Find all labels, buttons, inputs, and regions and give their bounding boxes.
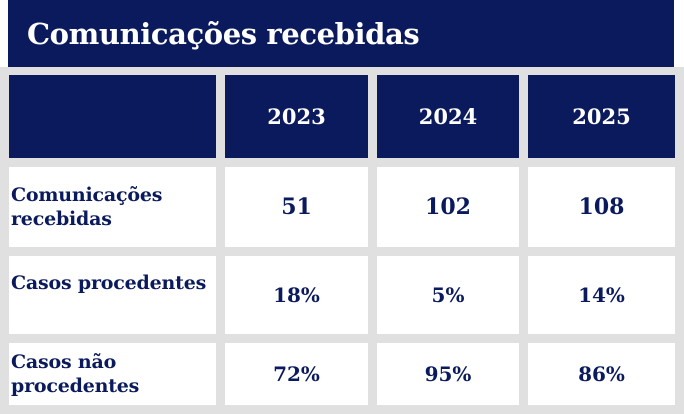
table-cell: 14% [528,256,675,334]
row-label-text: Comunicações recebidas [11,184,163,230]
row-label-text: Casos procedentes [11,272,207,294]
title-bar: Comunicações recebidas [8,0,674,67]
page-title: Comunicações recebidas [27,17,420,51]
table-cell: 108 [528,167,675,247]
row-label-procedentes: Casos procedentes [9,256,216,334]
column-header-2024: 2024 [377,75,519,158]
table-cell: 102 [377,167,519,247]
table-cell: 5% [377,256,519,334]
row-label-comunicacoes: Comunicações recebidas [9,167,216,247]
table-header-corner [9,75,216,158]
row-label-text: Casos não procedentes [11,351,140,397]
row-label-nao-procedentes: Casos não procedentes [9,343,216,405]
table-cell: 95% [377,343,519,405]
table-cell: 51 [225,167,368,247]
table-cell: 18% [225,256,368,334]
data-table: 2023 2024 2025 Comunicações recebidas 51… [0,67,684,414]
table-cell: 86% [528,343,675,405]
table-cell: 72% [225,343,368,405]
column-header-2025: 2025 [528,75,675,158]
column-header-2023: 2023 [225,75,368,158]
